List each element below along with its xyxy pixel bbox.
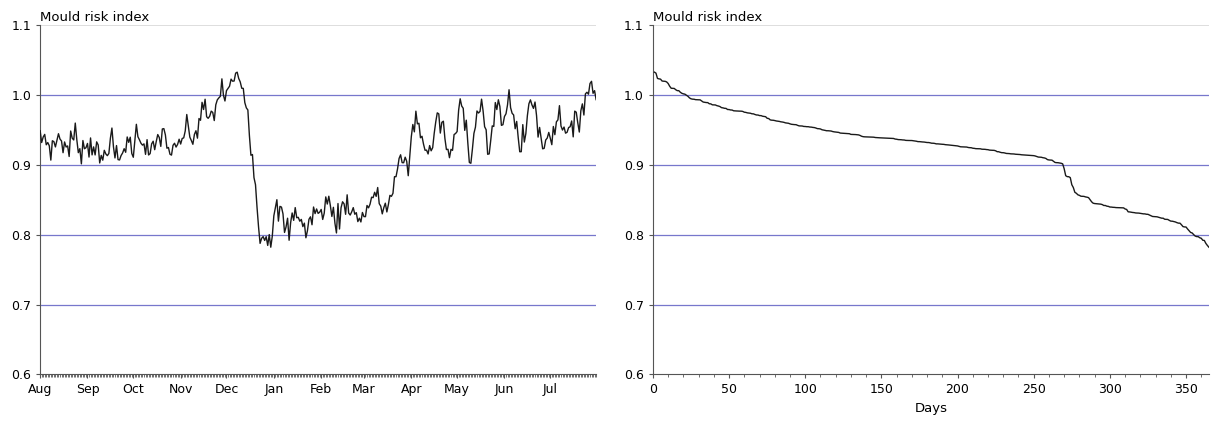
X-axis label: Days: Days bbox=[915, 402, 948, 415]
Text: Mould risk index: Mould risk index bbox=[653, 11, 762, 24]
Text: Mould risk index: Mould risk index bbox=[40, 11, 149, 24]
